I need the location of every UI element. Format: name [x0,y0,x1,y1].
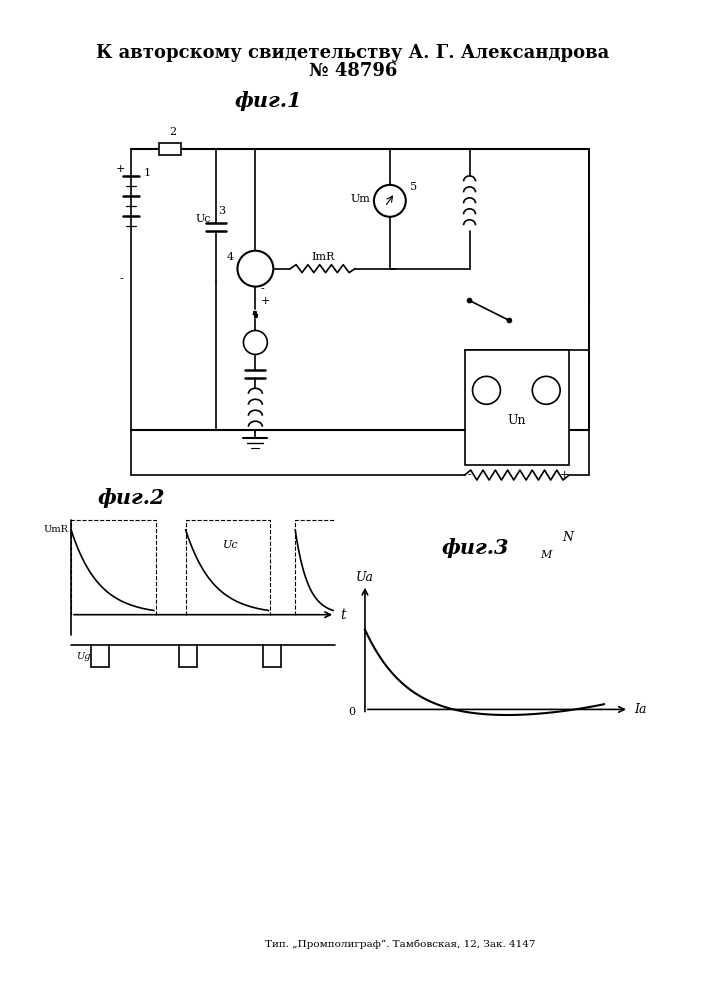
Text: M: M [540,550,551,560]
Text: UmR: UmR [43,525,68,534]
Text: Ua: Ua [356,571,374,584]
Text: 2: 2 [169,127,176,137]
Text: Тип. „Промполиграф“. Тамбовская, 12, Зак. 4147: Тип. „Промполиграф“. Тамбовская, 12, Зак… [264,939,535,949]
Text: Uc: Uc [195,214,211,224]
Text: -: - [260,284,264,294]
Text: -: - [119,274,123,284]
Text: t: t [340,608,346,622]
Text: 3: 3 [218,206,226,216]
Circle shape [374,185,406,217]
Text: фиг.3: фиг.3 [442,538,509,558]
Circle shape [243,330,267,354]
Text: +: + [116,164,126,174]
Text: фиг.2: фиг.2 [97,488,165,508]
Text: +: + [559,470,569,480]
Text: Um: Um [350,194,370,204]
Text: № 48796: № 48796 [309,62,397,80]
Text: Ia: Ia [634,703,646,716]
Text: Un: Un [508,414,526,427]
Text: 0: 0 [348,707,355,717]
Text: Ug: Ug [76,652,90,661]
Circle shape [472,376,501,404]
Bar [159,143,181,155]
Bar [464,350,569,465]
Text: N: N [562,531,573,544]
Text: ImR: ImR [311,252,335,262]
Text: фиг.1: фиг.1 [235,91,302,111]
Text: Uc: Uc [223,540,238,550]
Text: -: - [467,470,472,480]
Text: +: + [260,296,270,306]
Text: 4: 4 [226,252,233,262]
Text: К авторскому свидетельству А. Г. Александрова: К авторскому свидетельству А. Г. Алексан… [96,44,609,62]
Circle shape [467,299,472,303]
Text: 1: 1 [144,168,151,178]
Circle shape [508,319,511,322]
Circle shape [532,376,560,404]
Circle shape [238,251,274,287]
Text: 5: 5 [410,182,417,192]
